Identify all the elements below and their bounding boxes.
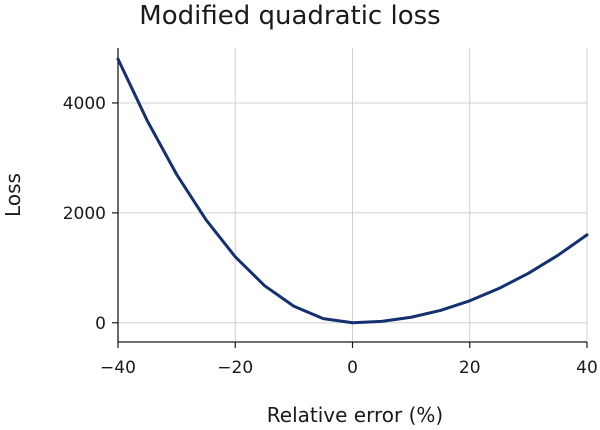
y-tick-label: 4000	[63, 94, 106, 114]
chart-title: Modified quadratic loss	[139, 1, 440, 31]
tick-labels: −40 −20 0 20 40 0 2000 4000	[63, 94, 598, 378]
y-tick-label: 2000	[63, 204, 106, 224]
x-tick-label: −20	[217, 358, 253, 378]
x-tick-label: −40	[100, 358, 136, 378]
x-axis-title: Relative error (%)	[267, 403, 443, 427]
y-tick-label: 0	[95, 314, 106, 334]
y-axis-title: Loss	[1, 173, 25, 217]
x-tick-label: 20	[459, 358, 481, 378]
x-tick-label: 0	[347, 358, 358, 378]
x-tick-label: 40	[576, 358, 598, 378]
loss-curve-line	[116, 57, 589, 325]
axes	[112, 48, 588, 348]
series-layer	[116, 57, 589, 325]
